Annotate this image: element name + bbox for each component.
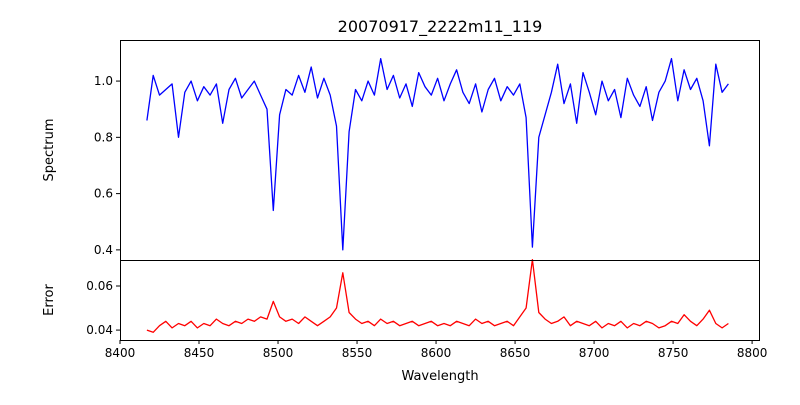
spectrum-y-tick-label: 0.4 bbox=[94, 243, 113, 257]
x-tick-label: 8650 bbox=[500, 346, 531, 360]
x-tick-label: 8600 bbox=[421, 346, 452, 360]
error-line bbox=[146, 258, 729, 333]
x-tick-label: 8500 bbox=[263, 346, 294, 360]
spectrum-y-tick-label: 0.6 bbox=[94, 187, 113, 201]
spectrum-y-label: Spectrum bbox=[42, 119, 57, 182]
x-tick-label: 8700 bbox=[579, 346, 610, 360]
spectrum-y-tick-label: 0.8 bbox=[94, 130, 113, 144]
error-axes-frame bbox=[120, 260, 760, 341]
error-y-tick-label: 0.04 bbox=[86, 323, 113, 337]
chart-title: 20070917_2222m11_119 bbox=[338, 17, 543, 37]
spectrum-axes-frame bbox=[120, 40, 760, 261]
x-tick-label: 8450 bbox=[184, 346, 215, 360]
spectrum-line bbox=[146, 57, 729, 251]
x-tick-label: 8550 bbox=[342, 346, 373, 360]
error-y-tick-label: 0.06 bbox=[86, 279, 113, 293]
x-axis-label: Wavelength bbox=[401, 369, 478, 384]
error-y-label: Error bbox=[42, 284, 57, 316]
x-tick-label: 8800 bbox=[737, 346, 768, 360]
spectrum-y-tick-label: 1.0 bbox=[94, 74, 113, 88]
x-tick-label: 8400 bbox=[105, 346, 136, 360]
x-tick-label: 8750 bbox=[658, 346, 689, 360]
